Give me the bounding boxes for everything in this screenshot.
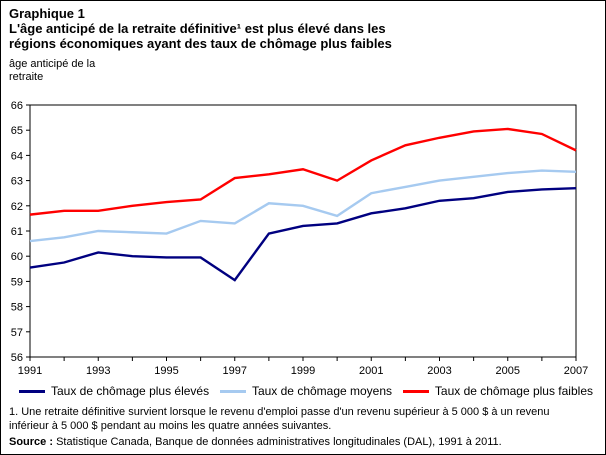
x-axis-tick-label: 1997 — [223, 365, 247, 377]
x-axis-tick-label: 2005 — [496, 365, 520, 377]
x-axis-tick-label: 1995 — [154, 365, 178, 377]
x-axis-tick-label: 1991 — [18, 365, 42, 377]
x-axis-tick-label: 1993 — [86, 365, 110, 377]
chart-legend: Taux de chômage plus élevés Taux de chôma… — [19, 382, 593, 400]
chart-notes: 1. Une retraite définitive survient lors… — [9, 405, 595, 449]
y-axis-unit-label: âge anticipé de la retraite — [9, 58, 95, 84]
y-axis-unit-line2: retraite — [9, 71, 44, 83]
y-axis-tick-label: 65 — [11, 125, 23, 137]
x-axis-tick-label: 2003 — [427, 365, 451, 377]
figure-number: Graphique 1 — [9, 6, 85, 21]
series-line-1 — [29, 169, 577, 243]
y-axis-tick-label: 60 — [11, 251, 23, 263]
series-line-2 — [29, 127, 577, 216]
legend-line-swatch-icon — [19, 389, 45, 393]
y-axis-tick-label: 59 — [11, 276, 23, 288]
source-label: Source : — [9, 436, 54, 448]
legend-label: Taux de chômage plus faibles — [434, 384, 593, 398]
y-axis-tick-label: 66 — [11, 100, 23, 112]
series-line-0 — [29, 186, 577, 282]
legend-line-swatch-icon — [402, 389, 429, 393]
y-axis-tick-label: 64 — [11, 150, 23, 162]
plot-area: 56 57 58 59 60 61 62 63 64 65 66 1991 1993 1995 1997 19… — [1, 96, 605, 384]
x-axis-tick-label: 2001 — [359, 365, 383, 377]
y-axis-tick-label: 63 — [11, 176, 23, 188]
legend-label: Taux de chômage moyens — [251, 384, 393, 398]
chart-title-line1: L'âge anticipé de la retraite définitive… — [9, 21, 386, 36]
legend-item-0: Taux de chômage plus élevés — [19, 384, 209, 398]
footnote-line2: inférieur à 5 000 $ pendant au moins les… — [9, 420, 332, 432]
y-axis-tick-label: 57 — [11, 327, 23, 339]
x-axis-tick-label: 1999 — [291, 365, 315, 377]
legend-line-swatch-icon — [219, 389, 246, 393]
y-axis-tick-label: 58 — [11, 302, 23, 314]
x-axis-tick-label: 2007 — [564, 365, 588, 377]
y-axis-tick-label: 62 — [11, 201, 23, 213]
legend-item-2: Taux de chômage plus faibles — [402, 384, 593, 398]
legend-item-1: Taux de chômage moyens — [219, 384, 393, 398]
y-axis-tick-label: 56 — [11, 352, 23, 364]
chart-title-line2: régions économiques ayant des taux de ch… — [9, 36, 392, 51]
chart-title-block: Graphique 1 L'âge anticipé de la retrait… — [9, 6, 392, 51]
line-chart-svg: 56 57 58 59 60 61 62 63 64 65 66 1991 1993 1995 1997 19… — [11, 100, 588, 377]
source-line: Source : Statistique Canada, Banque de d… — [9, 435, 595, 449]
y-axis-tick-label: 61 — [11, 226, 23, 238]
y-axis-unit-line1: âge anticipé de la — [9, 58, 96, 70]
legend-label: Taux de chômage plus élevés — [51, 384, 210, 398]
footnote-line1: 1. Une retraite définitive survient lors… — [9, 406, 550, 418]
source-text: Statistique Canada, Banque de données ad… — [53, 436, 502, 448]
